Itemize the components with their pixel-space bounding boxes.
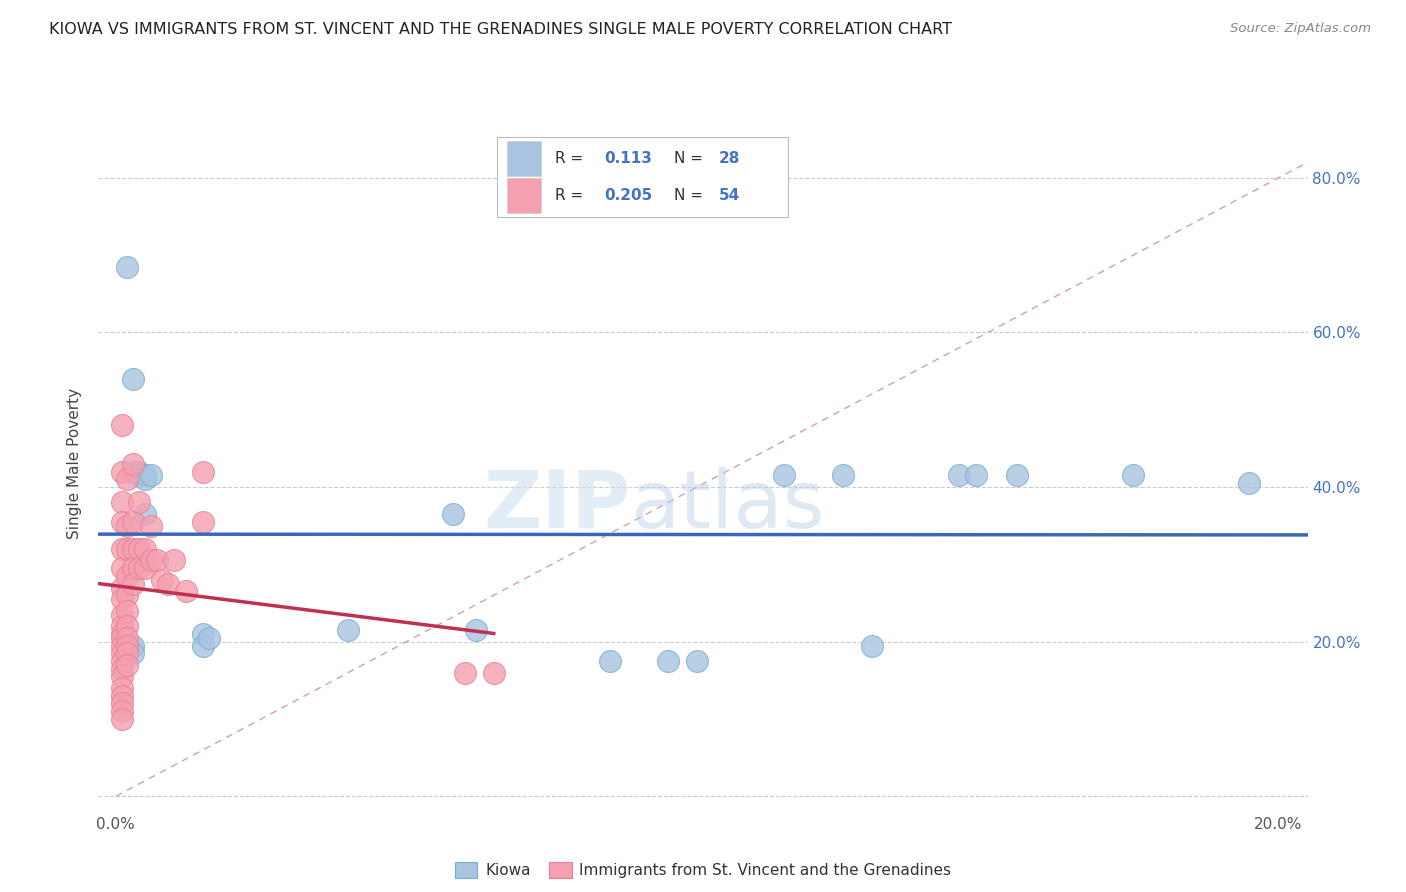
Text: 0.113: 0.113 bbox=[603, 151, 652, 166]
Point bbox=[111, 515, 134, 529]
Point bbox=[111, 418, 134, 433]
Point bbox=[139, 553, 162, 567]
Point bbox=[117, 588, 139, 602]
Point bbox=[111, 704, 134, 718]
Point bbox=[453, 665, 475, 680]
Point bbox=[686, 654, 709, 668]
Point bbox=[117, 619, 139, 633]
Point bbox=[191, 627, 214, 641]
Point bbox=[150, 573, 173, 587]
Point bbox=[128, 468, 150, 483]
Bar bbox=[508, 141, 541, 176]
Point bbox=[198, 631, 221, 645]
Text: KIOWA VS IMMIGRANTS FROM ST. VINCENT AND THE GRENADINES SINGLE MALE POVERTY CORR: KIOWA VS IMMIGRANTS FROM ST. VINCENT AND… bbox=[49, 22, 952, 37]
Point bbox=[139, 468, 162, 483]
Point bbox=[122, 465, 145, 479]
Point bbox=[599, 654, 621, 668]
Point bbox=[122, 576, 145, 591]
Text: R =: R = bbox=[555, 187, 589, 202]
Point bbox=[117, 472, 139, 486]
Point bbox=[1122, 468, 1144, 483]
Point bbox=[111, 681, 134, 695]
Point bbox=[191, 639, 214, 653]
Point bbox=[128, 465, 150, 479]
Point bbox=[191, 515, 214, 529]
Point bbox=[122, 457, 145, 471]
Text: R =: R = bbox=[555, 151, 589, 166]
Point bbox=[111, 581, 134, 595]
Point bbox=[122, 372, 145, 386]
Point bbox=[111, 561, 134, 575]
FancyBboxPatch shape bbox=[498, 136, 787, 217]
Point bbox=[117, 518, 139, 533]
Point bbox=[128, 541, 150, 556]
Point bbox=[191, 465, 214, 479]
Point bbox=[128, 561, 150, 575]
Point bbox=[111, 639, 134, 653]
Point bbox=[111, 689, 134, 703]
Point bbox=[174, 584, 197, 599]
Legend: Kiowa, Immigrants from St. Vincent and the Grenadines: Kiowa, Immigrants from St. Vincent and t… bbox=[449, 856, 957, 884]
Text: 54: 54 bbox=[718, 187, 740, 202]
Point bbox=[111, 495, 134, 509]
Text: ZIP: ZIP bbox=[484, 467, 630, 545]
Text: N =: N = bbox=[673, 187, 707, 202]
Point bbox=[111, 465, 134, 479]
Point bbox=[111, 592, 134, 607]
Point bbox=[134, 472, 156, 486]
Point bbox=[134, 561, 156, 575]
Point bbox=[117, 604, 139, 618]
Point bbox=[122, 515, 145, 529]
Point bbox=[948, 468, 970, 483]
Text: N =: N = bbox=[673, 151, 707, 166]
Point bbox=[965, 468, 987, 483]
Point bbox=[111, 619, 134, 633]
Point bbox=[111, 627, 134, 641]
Point bbox=[117, 541, 139, 556]
Point bbox=[111, 662, 134, 676]
Point bbox=[860, 639, 883, 653]
Point bbox=[122, 639, 145, 653]
Point bbox=[117, 569, 139, 583]
Point bbox=[122, 561, 145, 575]
Point bbox=[111, 631, 134, 645]
Point bbox=[482, 665, 505, 680]
Point bbox=[145, 553, 167, 567]
Point bbox=[134, 468, 156, 483]
Point bbox=[111, 654, 134, 668]
Point bbox=[111, 669, 134, 683]
Point bbox=[122, 541, 145, 556]
Point bbox=[831, 468, 853, 483]
Point bbox=[111, 541, 134, 556]
Point bbox=[134, 507, 156, 521]
Point bbox=[111, 646, 134, 660]
Point bbox=[117, 657, 139, 672]
Bar bbox=[508, 178, 541, 212]
Text: Source: ZipAtlas.com: Source: ZipAtlas.com bbox=[1230, 22, 1371, 36]
Point bbox=[111, 712, 134, 726]
Point bbox=[657, 654, 679, 668]
Point bbox=[139, 518, 162, 533]
Point bbox=[134, 541, 156, 556]
Point bbox=[163, 553, 186, 567]
Point bbox=[128, 495, 150, 509]
Point bbox=[1005, 468, 1028, 483]
Y-axis label: Single Male Poverty: Single Male Poverty bbox=[67, 388, 83, 540]
Text: 28: 28 bbox=[718, 151, 740, 166]
Text: atlas: atlas bbox=[630, 467, 825, 545]
Point bbox=[111, 607, 134, 622]
Point bbox=[117, 631, 139, 645]
Point bbox=[337, 623, 360, 637]
Point bbox=[157, 576, 180, 591]
Point bbox=[122, 646, 145, 660]
Point bbox=[773, 468, 796, 483]
Point bbox=[465, 623, 488, 637]
Text: 0.205: 0.205 bbox=[603, 187, 652, 202]
Point bbox=[1239, 476, 1261, 491]
Point bbox=[111, 697, 134, 711]
Point bbox=[117, 639, 139, 653]
Point bbox=[117, 260, 139, 274]
Point bbox=[441, 507, 464, 521]
Point bbox=[117, 646, 139, 660]
